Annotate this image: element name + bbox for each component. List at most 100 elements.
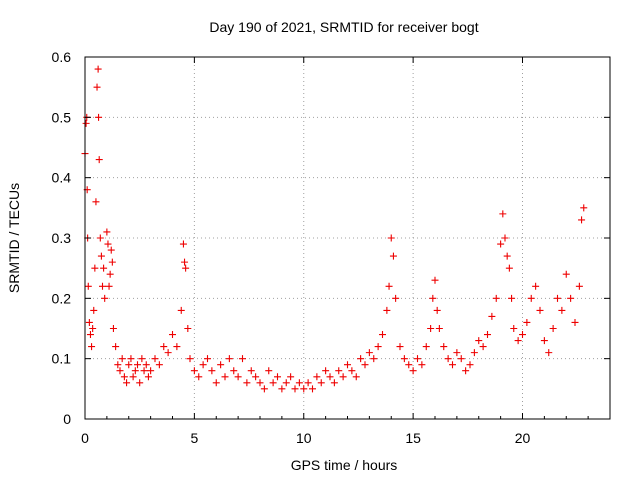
data-point <box>204 355 211 363</box>
data-point <box>396 343 404 351</box>
data-point <box>435 325 443 332</box>
data-point <box>374 343 382 351</box>
data-point <box>239 355 246 363</box>
y-tick-label: 0.5 <box>52 109 72 125</box>
data-point <box>129 373 137 381</box>
data-point <box>453 349 461 357</box>
data-point <box>540 337 548 345</box>
data-point <box>309 385 316 393</box>
data-point <box>89 325 97 332</box>
data-point <box>114 361 122 369</box>
data-point <box>108 258 116 266</box>
data-point <box>370 355 378 363</box>
data-point <box>278 385 286 393</box>
data-point <box>580 204 588 212</box>
data-point <box>91 264 99 272</box>
data-point <box>387 234 395 242</box>
x-tick-label: 10 <box>296 430 312 446</box>
data-point <box>136 379 144 387</box>
data-point <box>82 119 90 127</box>
data-point <box>554 294 561 302</box>
data-point <box>147 367 155 375</box>
data-point <box>123 379 131 387</box>
data-point <box>86 331 94 339</box>
data-point <box>492 294 500 302</box>
data-point <box>107 246 115 254</box>
data-point <box>265 367 273 375</box>
data-point <box>186 355 194 363</box>
data-point <box>503 252 511 260</box>
data-point <box>184 325 192 332</box>
data-point <box>470 349 478 357</box>
data-point <box>195 373 203 381</box>
data-point <box>536 306 544 314</box>
data-point <box>335 367 343 375</box>
data-point <box>449 361 456 369</box>
axis-ticks <box>84 56 610 420</box>
data-point <box>96 234 104 242</box>
data-point <box>431 276 439 284</box>
data-point <box>291 385 299 393</box>
data-point <box>120 373 128 381</box>
data-point <box>365 349 373 357</box>
data-point <box>571 318 579 326</box>
x-tick-labels: 0 5 10 15 20 <box>81 430 530 446</box>
data-point <box>256 379 264 387</box>
data-point <box>134 361 141 369</box>
data-point <box>164 349 172 357</box>
data-point <box>514 337 522 345</box>
data-point <box>385 282 393 290</box>
data-point <box>405 361 413 369</box>
data-point <box>88 343 96 351</box>
data-point <box>409 367 417 375</box>
data-point <box>418 361 426 369</box>
data-point <box>173 343 181 351</box>
data-point <box>127 355 135 363</box>
data-point <box>101 294 109 302</box>
x-axis-label: GPS time / hours <box>291 457 398 473</box>
data-point <box>295 379 303 387</box>
x-tick-label: 20 <box>515 430 531 446</box>
data-point <box>479 343 487 351</box>
x-tick-label: 15 <box>405 430 421 446</box>
data-point <box>392 294 400 302</box>
data-point <box>532 282 540 290</box>
data-point <box>545 349 553 357</box>
data-point <box>97 252 105 260</box>
data-point <box>100 264 108 272</box>
data-point <box>142 361 150 369</box>
data-point <box>106 270 114 278</box>
data-point <box>575 282 583 290</box>
data-point <box>94 65 102 73</box>
y-tick-label: 0.1 <box>52 351 72 367</box>
data-point <box>505 264 513 272</box>
data-point <box>118 355 126 363</box>
data-point <box>348 367 356 375</box>
data-point <box>90 306 98 314</box>
data-point <box>457 355 465 363</box>
data-point <box>567 294 575 302</box>
data-point <box>84 282 92 290</box>
data-point <box>501 234 509 242</box>
y-tick-labels: 0 0.1 0.2 0.3 0.4 0.5 0.6 <box>52 49 72 427</box>
data-point <box>361 361 369 369</box>
data-point <box>549 325 557 332</box>
data-point <box>160 343 168 351</box>
data-point <box>269 379 277 387</box>
data-point <box>112 343 120 351</box>
data-point <box>105 282 113 290</box>
data-point <box>326 373 334 381</box>
data-point <box>182 264 190 272</box>
data-point <box>99 282 106 290</box>
data-point <box>221 373 229 381</box>
data-points <box>81 65 588 393</box>
data-point <box>466 361 474 369</box>
data-point <box>138 355 146 363</box>
data-point <box>510 325 518 332</box>
data-point <box>499 210 507 218</box>
y-tick-label: 0.2 <box>52 290 72 306</box>
data-point <box>125 361 133 369</box>
data-point <box>151 355 159 363</box>
data-point <box>578 216 586 224</box>
data-point <box>389 252 397 260</box>
